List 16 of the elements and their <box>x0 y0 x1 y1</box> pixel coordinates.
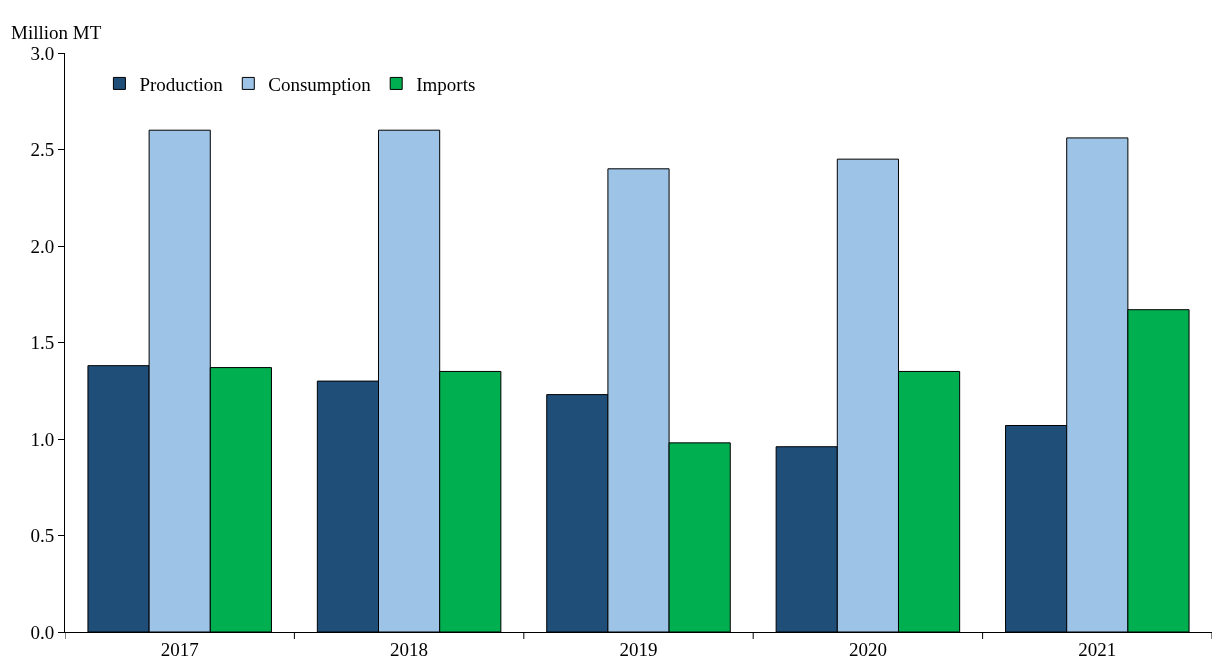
legend-label: Imports <box>416 73 476 95</box>
y-tick-label: 1.5 <box>30 332 55 354</box>
y-axis-title: Million MT <box>11 22 102 43</box>
y-tick-label: 3.0 <box>30 42 55 64</box>
x-tick-label: 2018 <box>390 638 429 660</box>
y-tick-label: 0.5 <box>30 525 55 547</box>
y-tick-label: 0.0 <box>30 621 55 643</box>
legend-label: Consumption <box>268 73 372 95</box>
x-tick-label: 2020 <box>848 638 887 660</box>
y-tick-label: 2.5 <box>30 139 55 161</box>
x-tick-label: 2021 <box>1078 638 1117 660</box>
y-tick-label: 1.0 <box>30 428 55 450</box>
legend-label: Production <box>139 73 224 95</box>
x-tick-label: 2017 <box>160 638 199 660</box>
x-tick-label: 2019 <box>619 638 658 660</box>
y-tick-label: 2.0 <box>30 235 55 257</box>
